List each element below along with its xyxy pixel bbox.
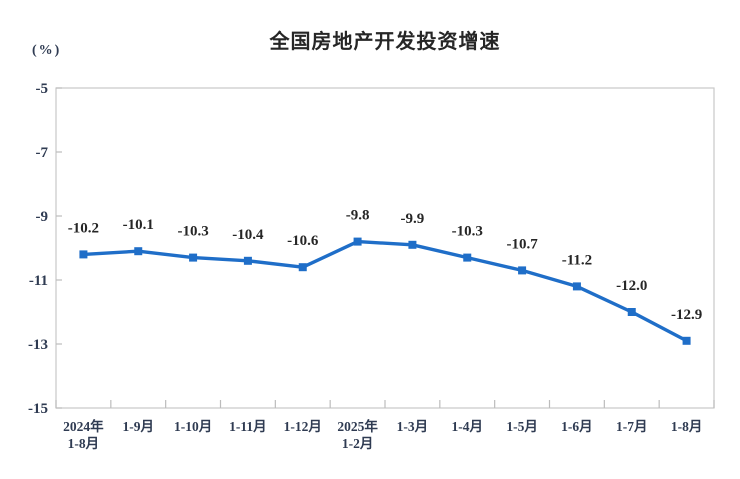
x-axis-category-label: 1-7月: [616, 419, 648, 434]
y-axis-tick-label: -11: [29, 273, 48, 289]
x-axis-category-label: 1-11月: [229, 419, 267, 434]
data-point-marker: [353, 237, 362, 246]
data-point-label: -10.4: [232, 227, 264, 243]
x-axis-category-label: 1-9月: [123, 419, 155, 434]
data-point-label: -9.8: [346, 208, 370, 224]
data-point-marker: [189, 253, 198, 262]
data-point-marker: [298, 263, 307, 272]
data-point-label: -10.1: [123, 217, 154, 233]
y-axis-tick-label: -9: [36, 209, 49, 225]
y-axis-tick-label: -15: [28, 401, 48, 417]
data-point-marker: [627, 308, 636, 316]
x-axis-category-label: 2024年 1-8月: [63, 418, 104, 451]
data-point-label: -10.2: [68, 220, 99, 236]
data-point-marker: [572, 282, 581, 291]
data-point-marker: [408, 240, 417, 249]
y-axis-tick-label: -13: [28, 337, 48, 353]
data-point-marker: [243, 256, 252, 265]
data-point-label: -12.0: [616, 278, 647, 294]
plot-border: [55, 87, 715, 409]
data-point-marker: [682, 336, 691, 345]
chart-title: 全国房地产开发投资增速: [269, 31, 501, 53]
data-point-label: -10.7: [506, 236, 538, 252]
data-point-label: -10.6: [287, 233, 319, 249]
series-line: [81, 239, 689, 343]
data-point-label: -10.3: [452, 224, 483, 240]
x-axis-category-label: 1-5月: [506, 419, 538, 434]
y-axis-tick-label: -7: [36, 145, 49, 161]
x-axis-category-label: 1-8月: [671, 419, 703, 434]
data-point-marker: [518, 266, 527, 275]
x-axis-category-label: 1-10月: [174, 419, 212, 434]
y-axis-unit-label: (%): [32, 43, 62, 58]
data-point-label: -10.3: [177, 224, 208, 240]
x-axis-category-label: 1-12月: [284, 419, 322, 434]
x-axis-category-label: 1-4月: [452, 419, 484, 434]
data-point-marker: [79, 250, 88, 259]
data-point-marker: [463, 253, 472, 262]
data-point-label: -12.9: [671, 307, 702, 323]
x-axis-category-label: 1-3月: [397, 419, 429, 434]
y-axis-tick-label: -5: [36, 81, 49, 97]
data-point-label: -9.9: [401, 211, 425, 227]
data-point-marker: [134, 247, 143, 256]
x-axis-category-label: 2025年 1-2月: [337, 418, 378, 451]
x-axis-category-label: 1-6月: [561, 419, 593, 434]
data-point-label: -11.2: [562, 252, 592, 268]
